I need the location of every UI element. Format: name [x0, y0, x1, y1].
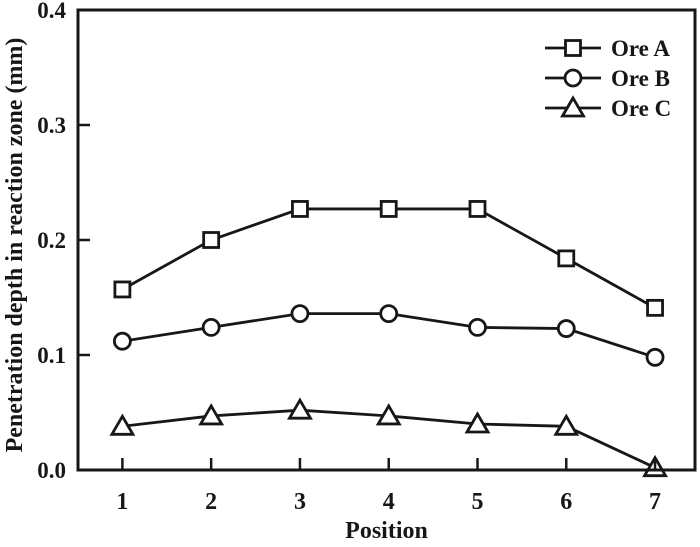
- triangle-marker: [198, 403, 225, 426]
- series-ore-c: [109, 397, 668, 478]
- circle-marker: [112, 331, 132, 351]
- plot-border: [76, 8, 697, 472]
- circle-marker: [556, 319, 576, 338]
- legend-circle-icon: [563, 68, 583, 88]
- legend-item: Ore B: [545, 66, 670, 91]
- x-axis: 1 2 3 4 5 6 7: [116, 458, 661, 515]
- circle-marker: [379, 304, 399, 324]
- y-axis: 0.0 0.1 0.2 0.3 0.4: [37, 0, 90, 483]
- triangle-marker: [287, 397, 313, 420]
- circle-marker: [468, 317, 487, 337]
- legend: Ore A Ore B Ore C: [545, 36, 671, 121]
- x-tick-label: 4: [383, 489, 395, 515]
- triangle-marker: [109, 413, 136, 436]
- triangle-marker: [553, 413, 580, 436]
- square-marker: [113, 280, 132, 299]
- legend-label: Ore B: [611, 66, 670, 91]
- y-axis-title: Penetration depth in reaction zone (mm): [2, 38, 28, 453]
- legend-label: Ore A: [611, 36, 670, 61]
- square-marker: [468, 200, 487, 218]
- x-tick-label: 2: [205, 489, 217, 515]
- x-axis-title: Position: [345, 518, 428, 544]
- square-marker: [646, 298, 664, 317]
- x-tick-label: 6: [560, 489, 572, 515]
- circle-marker: [645, 347, 665, 367]
- series-ore-a: [113, 200, 664, 317]
- y-tick-label: 0.0: [37, 458, 66, 483]
- series-ore-b: [112, 304, 665, 367]
- y-tick-label: 0.3: [37, 113, 66, 138]
- y-tick-label: 0.4: [37, 0, 66, 23]
- y-tick-label: 0.2: [37, 228, 66, 253]
- square-marker: [379, 200, 398, 218]
- x-tick-label: 7: [649, 489, 661, 515]
- square-marker: [557, 249, 576, 268]
- legend-triangle-icon: [560, 95, 586, 118]
- legend-item: Ore A: [545, 36, 670, 61]
- x-tick-label: 5: [471, 489, 483, 515]
- y-tick-label: 0.1: [37, 343, 66, 368]
- square-marker: [202, 231, 221, 249]
- circle-marker: [290, 304, 310, 324]
- triangle-marker: [375, 403, 402, 426]
- legend-square-icon: [564, 39, 582, 57]
- square-marker: [291, 200, 309, 218]
- triangle-marker: [464, 411, 491, 434]
- legend-item: Ore C: [545, 95, 671, 121]
- x-tick-label: 3: [294, 489, 306, 515]
- x-tick-label: 1: [116, 489, 128, 515]
- legend-label: Ore C: [611, 96, 671, 121]
- circle-marker: [201, 317, 221, 337]
